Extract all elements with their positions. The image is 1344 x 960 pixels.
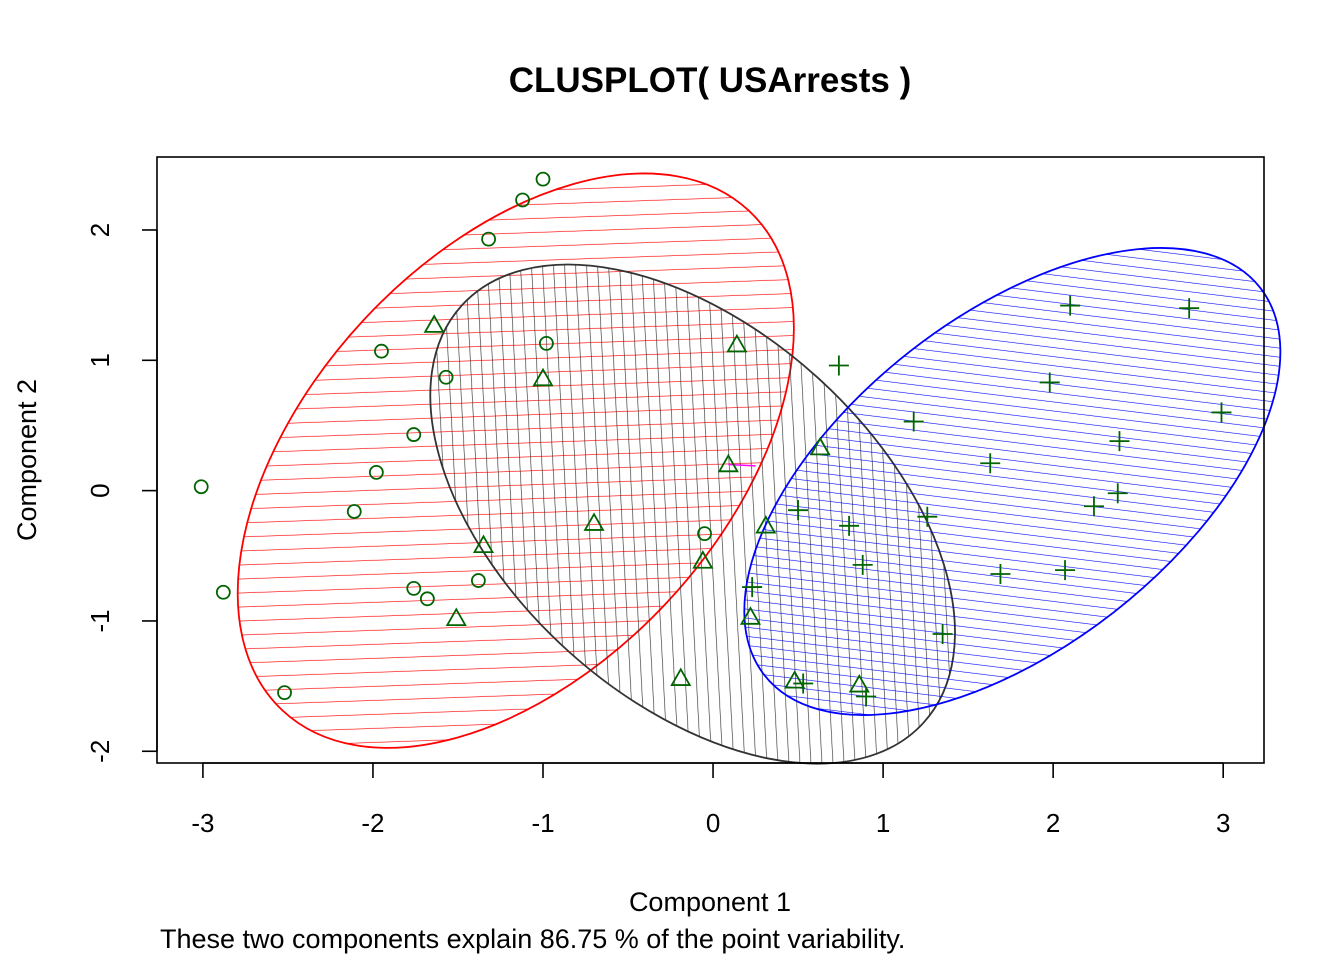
- cluster-1-point: [515, 192, 530, 208]
- cluster-3-point: [742, 577, 763, 598]
- cluster-3-point: [839, 515, 860, 536]
- cluster-2-point: [717, 453, 739, 473]
- y-tick-label: 1: [85, 353, 115, 367]
- cluster-3-point: [932, 623, 953, 644]
- x-tick-label: 3: [1216, 808, 1230, 838]
- cluster-3-point: [1211, 402, 1232, 423]
- y-tick-label: -1: [85, 609, 115, 632]
- cluster-1-point: [697, 526, 712, 542]
- x-axis-label: Component 1: [629, 887, 791, 917]
- cluster-3-point: [1107, 483, 1128, 504]
- cluster-3-point: [1083, 496, 1104, 517]
- cluster-2-point: [670, 667, 692, 686]
- cluster-2-point: [532, 367, 554, 387]
- x-tick-label: 0: [706, 808, 720, 838]
- chart-title: CLUSPLOT( USArrests ): [509, 61, 912, 100]
- cluster-2-point: [692, 550, 714, 569]
- x-tick-label: 2: [1046, 808, 1060, 838]
- cluster-1-point: [438, 369, 454, 385]
- cluster-1-point: [406, 427, 422, 442]
- cluster-2-point: [445, 607, 467, 626]
- cluster-2-point: [423, 314, 445, 333]
- variability-subtitle: These two components explain 86.75 % of …: [160, 924, 905, 954]
- cluster-1-point: [470, 573, 486, 588]
- y-axis-label: Component 2: [12, 379, 42, 541]
- cluster-2-point: [739, 606, 762, 625]
- cluster-2-point: [848, 673, 870, 693]
- cluster-1-point: [481, 231, 496, 247]
- cluster-3-point: [852, 554, 873, 575]
- cluster-1-point: [535, 171, 551, 187]
- data-points: [193, 171, 1232, 707]
- x-axis: -3 -2 -1 0 1 2 3: [191, 762, 1230, 838]
- cluster-3-point: [856, 686, 877, 707]
- cluster-3-point: [788, 500, 809, 521]
- cluster-1-point: [215, 584, 231, 600]
- cluster-2-point: [472, 534, 495, 554]
- cluster-1-point: [277, 685, 292, 701]
- cluster-1-point: [419, 591, 435, 607]
- cluster-2-point: [809, 436, 831, 456]
- cluster-2-point: [726, 333, 748, 353]
- cluster-ellipses: [236, 172, 1282, 765]
- x-tick-label: 1: [876, 808, 890, 838]
- cluster-1-point: [539, 335, 554, 351]
- cluster-3-ellipse: [743, 247, 1282, 716]
- cluster-3-point: [1109, 431, 1130, 452]
- x-tick-label: -3: [191, 808, 214, 838]
- x-tick-label: -2: [361, 808, 384, 838]
- cluster-1-point: [346, 504, 362, 519]
- cluster-3-point: [980, 453, 1001, 474]
- cluster-3-point: [1060, 295, 1081, 316]
- cluster-2-point: [583, 512, 605, 531]
- cluster-3-point: [1179, 298, 1200, 319]
- cluster-3-point: [903, 411, 924, 432]
- cluster-2-point: [755, 514, 777, 534]
- cluster-1-point: [368, 464, 384, 480]
- y-tick-label: 0: [85, 483, 115, 497]
- cluster-2-point: [784, 670, 806, 689]
- y-tick-label: -2: [85, 740, 115, 763]
- cluster-1-point: [406, 580, 422, 596]
- cluster-3-point: [917, 506, 938, 527]
- y-tick-label: 2: [85, 223, 115, 237]
- y-axis: -2 -1 0 1 2: [85, 223, 158, 763]
- cluster-3-point: [828, 355, 849, 376]
- cluster-3-point: [1055, 560, 1076, 581]
- cluster-3-point: [1039, 372, 1060, 393]
- cluster-3-point: [990, 564, 1011, 585]
- cluster-3-point: [793, 673, 814, 694]
- cluster-1-point: [374, 343, 389, 359]
- cluster-1-point: [193, 479, 209, 495]
- x-tick-label: -1: [531, 808, 554, 838]
